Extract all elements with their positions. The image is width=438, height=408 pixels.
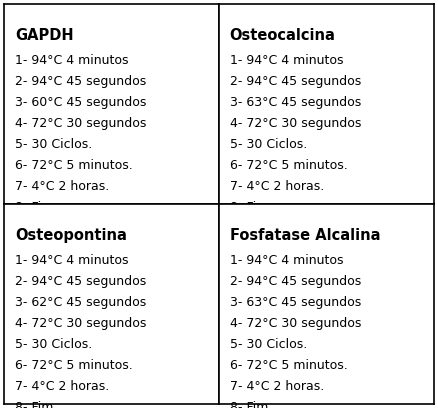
Text: 3- 63°C 45 segundos: 3- 63°C 45 segundos: [230, 96, 361, 109]
Text: 5- 30 Ciclos.: 5- 30 Ciclos.: [15, 338, 92, 351]
Text: 8- Fim.: 8- Fim.: [230, 201, 272, 214]
Text: 2- 94°C 45 segundos: 2- 94°C 45 segundos: [15, 275, 146, 288]
Text: 7- 4°C 2 horas.: 7- 4°C 2 horas.: [15, 380, 110, 393]
Text: 6- 72°C 5 minutos.: 6- 72°C 5 minutos.: [230, 359, 347, 372]
Text: 3- 62°C 45 segundos: 3- 62°C 45 segundos: [15, 296, 146, 309]
Text: 2- 94°C 45 segundos: 2- 94°C 45 segundos: [230, 275, 361, 288]
Text: 4- 72°C 30 segundos: 4- 72°C 30 segundos: [230, 317, 361, 330]
Text: 8- Fim.: 8- Fim.: [15, 201, 57, 214]
Text: 1- 94°C 4 minutos: 1- 94°C 4 minutos: [15, 54, 129, 67]
Text: 2- 94°C 45 segundos: 2- 94°C 45 segundos: [15, 75, 146, 88]
Text: 3- 63°C 45 segundos: 3- 63°C 45 segundos: [230, 296, 361, 309]
Text: 8- Fim.: 8- Fim.: [230, 401, 272, 408]
Text: 5- 30 Ciclos.: 5- 30 Ciclos.: [15, 138, 92, 151]
Text: 8- Fim.: 8- Fim.: [15, 401, 57, 408]
Text: 7- 4°C 2 horas.: 7- 4°C 2 horas.: [15, 180, 110, 193]
Text: 7- 4°C 2 horas.: 7- 4°C 2 horas.: [230, 380, 324, 393]
Text: 4- 72°C 30 segundos: 4- 72°C 30 segundos: [230, 117, 361, 130]
Text: 5- 30 Ciclos.: 5- 30 Ciclos.: [230, 138, 307, 151]
Text: 6- 72°C 5 minutos.: 6- 72°C 5 minutos.: [15, 359, 133, 372]
Text: 1- 94°C 4 minutos: 1- 94°C 4 minutos: [230, 54, 343, 67]
Text: 6- 72°C 5 minutos.: 6- 72°C 5 minutos.: [230, 159, 347, 172]
Text: 3- 60°C 45 segundos: 3- 60°C 45 segundos: [15, 96, 146, 109]
Text: 1- 94°C 4 minutos: 1- 94°C 4 minutos: [230, 254, 343, 267]
Text: 5- 30 Ciclos.: 5- 30 Ciclos.: [230, 338, 307, 351]
Text: 7- 4°C 2 horas.: 7- 4°C 2 horas.: [230, 180, 324, 193]
Text: Fosfatase Alcalina: Fosfatase Alcalina: [230, 228, 380, 243]
Text: 2- 94°C 45 segundos: 2- 94°C 45 segundos: [230, 75, 361, 88]
Text: Osteopontina: Osteopontina: [15, 228, 127, 243]
Text: 4- 72°C 30 segundos: 4- 72°C 30 segundos: [15, 317, 146, 330]
Text: 1- 94°C 4 minutos: 1- 94°C 4 minutos: [15, 254, 129, 267]
Text: 6- 72°C 5 minutos.: 6- 72°C 5 minutos.: [15, 159, 133, 172]
Text: GAPDH: GAPDH: [15, 28, 74, 43]
Text: 4- 72°C 30 segundos: 4- 72°C 30 segundos: [15, 117, 146, 130]
Text: Osteocalcina: Osteocalcina: [230, 28, 336, 43]
